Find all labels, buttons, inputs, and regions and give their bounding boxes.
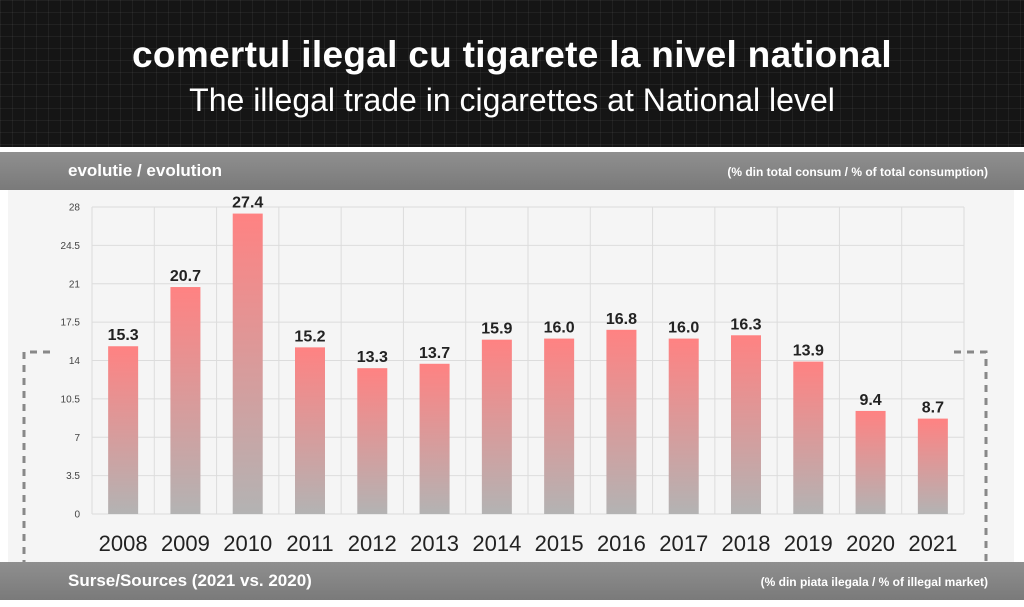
bar-2021: [917, 418, 948, 514]
bar-value-label-2012: 13.3: [357, 349, 388, 366]
bar-value-label-2008: 15.3: [108, 327, 139, 344]
bar-value-label-2018: 16.3: [730, 316, 761, 333]
x-category-label-2008: 2008: [99, 531, 148, 556]
x-category-label-2018: 2018: [722, 531, 771, 556]
bar-value-label-2011: 15.2: [294, 328, 325, 345]
y-tick-label: 17.5: [61, 318, 81, 329]
left-bracket-dashed-line: [22, 350, 50, 562]
bar-2013: [419, 363, 450, 514]
section-header-evolution: evolutie / evolution (% din total consum…: [0, 152, 1024, 190]
bar-value-label-2019: 13.9: [793, 343, 824, 360]
y-tick-label: 28: [69, 203, 81, 214]
section-title-evolution: evolutie / evolution: [68, 161, 222, 180]
bar-2019: [793, 361, 824, 514]
x-category-label-2012: 2012: [348, 531, 397, 556]
bar-2014: [481, 339, 512, 514]
x-category-label-2010: 2010: [223, 531, 272, 556]
bar-2018: [731, 335, 761, 514]
bar-chart: 0 3.5 7 10.5 14 17.5 21 24.5 28 15.3 20.7 27.4 15.2…: [22, 195, 988, 562]
header-banner: comertul ilegal cu tigarete la nivel nat…: [0, 0, 1024, 147]
bar-2009: [170, 287, 201, 514]
y-tick-label: 21: [69, 279, 81, 290]
section-header-sources: Surse/Sources (2021 vs. 2020) (% din pia…: [0, 562, 1024, 600]
bar-value-label-2013: 13.7: [419, 345, 450, 362]
bar-2015: [544, 338, 575, 514]
bar-value-label-2017: 16.0: [668, 320, 699, 337]
bar-2011: [295, 347, 325, 514]
chart-panel: 0 3.5 7 10.5 14 17.5 21 24.5 28 15.3 20.7 27.4 15.2…: [8, 190, 1014, 562]
section-title-sources: Surse/Sources (2021 vs. 2020): [68, 571, 312, 590]
x-category-label-2016: 2016: [597, 531, 646, 556]
y-tick-label: 10.5: [61, 394, 81, 405]
y-tick-label: 24.5: [61, 241, 81, 252]
bar-2017: [668, 338, 699, 514]
x-category-label-2017: 2017: [659, 531, 708, 556]
bar-2008: [108, 346, 139, 514]
bar-2012: [357, 368, 388, 514]
x-category-label-2011: 2011: [286, 531, 333, 556]
x-category-label-2009: 2009: [161, 531, 210, 556]
bar-2020: [855, 410, 886, 514]
bar-value-label-2021: 8.7: [922, 400, 944, 417]
bar-value-label-2015: 16.0: [544, 320, 575, 337]
bar-value-label-2020: 9.4: [859, 392, 881, 409]
unit-note-consumption: (% din total consum / % of total consump…: [727, 165, 988, 179]
page-title: comertul ilegal cu tigarete la nivel nat…: [132, 34, 892, 75]
x-category-label-2021: 2021: [908, 531, 957, 556]
bar-value-label-2010: 27.4: [232, 195, 263, 212]
bar-value-label-2009: 20.7: [170, 268, 201, 285]
unit-note-illegal-market: (% din piata ilegala / % of illegal mark…: [760, 575, 988, 589]
bar-2016: [606, 329, 637, 514]
x-category-label-2015: 2015: [535, 531, 584, 556]
page-subtitle: The illegal trade in cigarettes at Natio…: [189, 82, 835, 118]
bar-value-label-2014: 15.9: [481, 321, 512, 338]
x-category-label-2020: 2020: [846, 531, 895, 556]
x-category-label-2014: 2014: [472, 531, 521, 556]
y-tick-label: 7: [74, 433, 80, 444]
x-category-label-2019: 2019: [784, 531, 833, 556]
bar-2010: [232, 213, 263, 515]
y-tick-label: 3.5: [66, 471, 80, 482]
y-tick-label: 0: [74, 510, 80, 521]
y-tick-label: 14: [69, 356, 81, 367]
right-bracket-dashed-line: [954, 350, 988, 562]
x-category-label-2013: 2013: [410, 531, 459, 556]
bar-value-label-2016: 16.8: [606, 311, 637, 328]
